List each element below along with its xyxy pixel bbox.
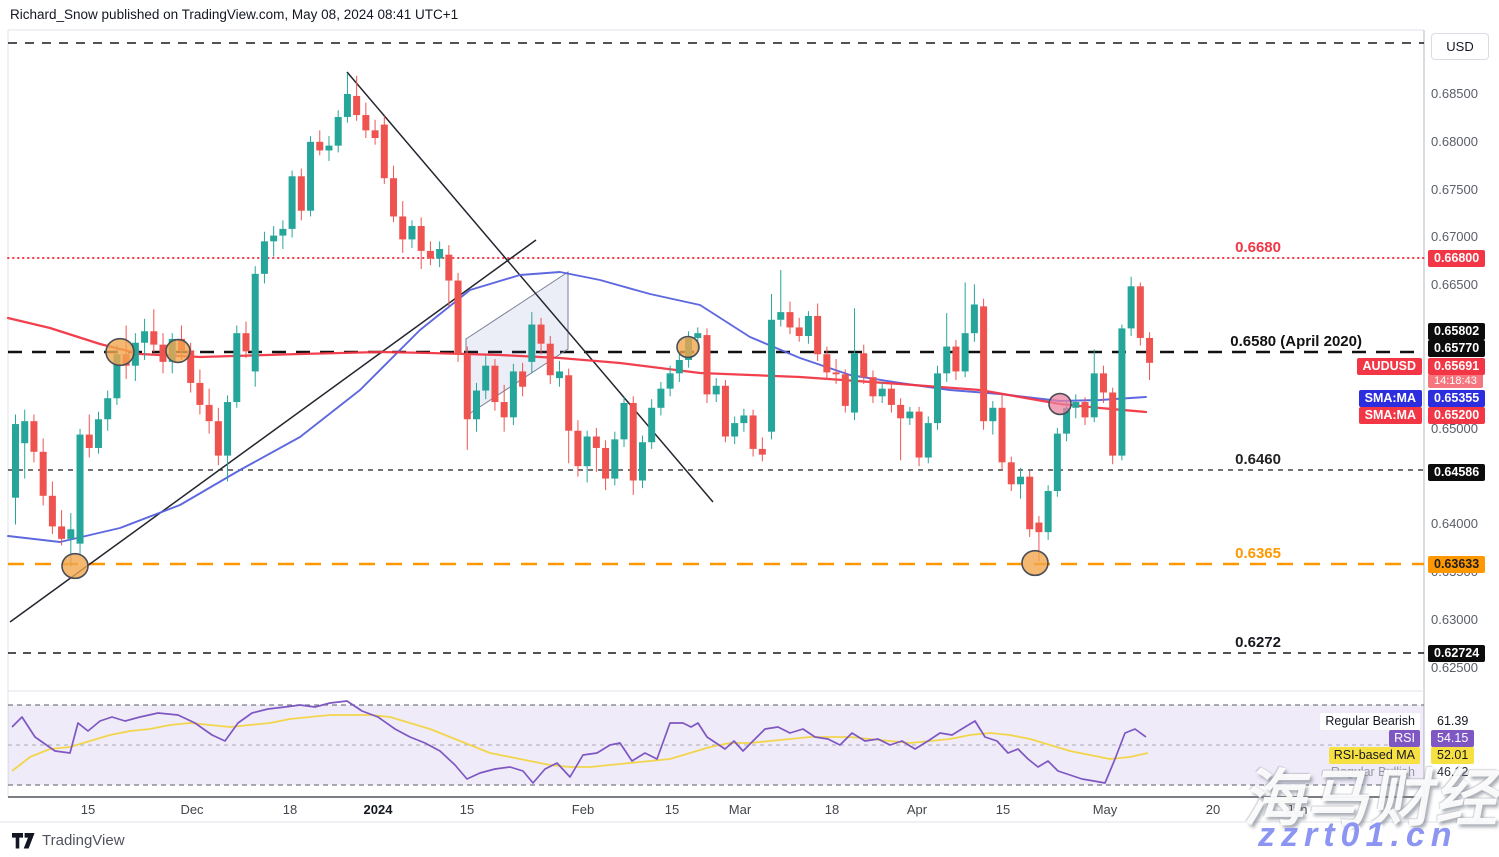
rsi-legend-value: 52.01	[1431, 747, 1475, 764]
price-tick: 0.68500	[1431, 86, 1478, 101]
level-62724-badge: 0.62724	[1428, 645, 1486, 662]
price-tick: 0.64000	[1431, 516, 1478, 531]
time-tick: 2024	[363, 802, 393, 817]
time-tick: 18	[282, 802, 298, 817]
rsi-legend-label-regular-bullish: Regular Bullish	[1330, 765, 1415, 779]
tradingview-logo-icon	[12, 832, 35, 848]
price-tick: 0.67500	[1431, 182, 1478, 197]
level-label: 0.6272	[1235, 634, 1281, 651]
level-6680-badge: 0.66800	[1428, 250, 1486, 267]
last-price-name-badge: AUDUSD	[1356, 358, 1422, 375]
rsi-legend-value: 54.15	[1431, 730, 1475, 747]
level-63633-badge: 0.63633	[1428, 556, 1486, 573]
time-tick: 18	[824, 802, 840, 817]
sma-blue-name-badge: SMA:MA	[1358, 390, 1422, 407]
sma-blue-badge: 0.65355	[1428, 390, 1486, 407]
currency-toggle-button[interactable]: USD	[1431, 33, 1489, 60]
publication-header: Richard_Snow published on TradingView.co…	[10, 7, 459, 22]
rsi-legend-label-rsi-based-ma: RSI-based MA	[1328, 747, 1420, 764]
tradingview-logo-text: TradingView	[42, 832, 125, 849]
time-tick: 20	[1205, 802, 1221, 817]
last-price-badge: 0.65691	[1428, 358, 1486, 375]
time-tick: Dec	[180, 802, 204, 817]
time-tick: Feb	[571, 802, 595, 817]
rsi-legend-label-rsi: RSI	[1389, 730, 1420, 747]
price-tick: 0.67000	[1431, 229, 1478, 244]
price-tick: 0.68000	[1431, 134, 1478, 149]
rsi-legend-value: 46.12	[1437, 765, 1469, 779]
level-label: 0.6580 (April 2020)	[1230, 333, 1362, 350]
time-tick: 15	[459, 802, 475, 817]
price-tick: 0.65000	[1431, 421, 1478, 436]
level-label: 0.6460	[1235, 451, 1281, 468]
sma-red-name-badge: SMA:MA	[1358, 407, 1422, 424]
level-65802-badge: 0.65802	[1428, 323, 1486, 340]
level-label: 0.6365	[1235, 545, 1281, 562]
countdown-timer: 14:18:43	[1428, 375, 1483, 388]
watermark-url: zzrt01.cn	[1258, 816, 1458, 854]
time-tick: 15	[995, 802, 1011, 817]
time-tick: 15	[80, 802, 96, 817]
sma-red-badge: 0.65200	[1428, 407, 1486, 424]
time-tick: Jun	[1286, 802, 1308, 817]
rsi-legend-value: 61.39	[1431, 713, 1475, 730]
level-label: 0.6680	[1235, 239, 1281, 256]
price-tick: 0.63000	[1431, 612, 1478, 627]
time-tick: Mar	[728, 802, 752, 817]
tradingview-logo[interactable]: TradingView	[12, 832, 125, 849]
time-tick: 15	[664, 802, 680, 817]
price-tick: 0.62500	[1431, 660, 1478, 675]
time-tick: Apr	[906, 802, 928, 817]
rsi-legend-label-regular-bearish: Regular Bearish	[1320, 713, 1420, 730]
level-64586-badge: 0.64586	[1428, 464, 1486, 481]
price-tick: 0.66500	[1431, 277, 1478, 292]
time-tick: May	[1092, 802, 1118, 817]
level-65770-badge: 0.65770	[1428, 340, 1486, 357]
